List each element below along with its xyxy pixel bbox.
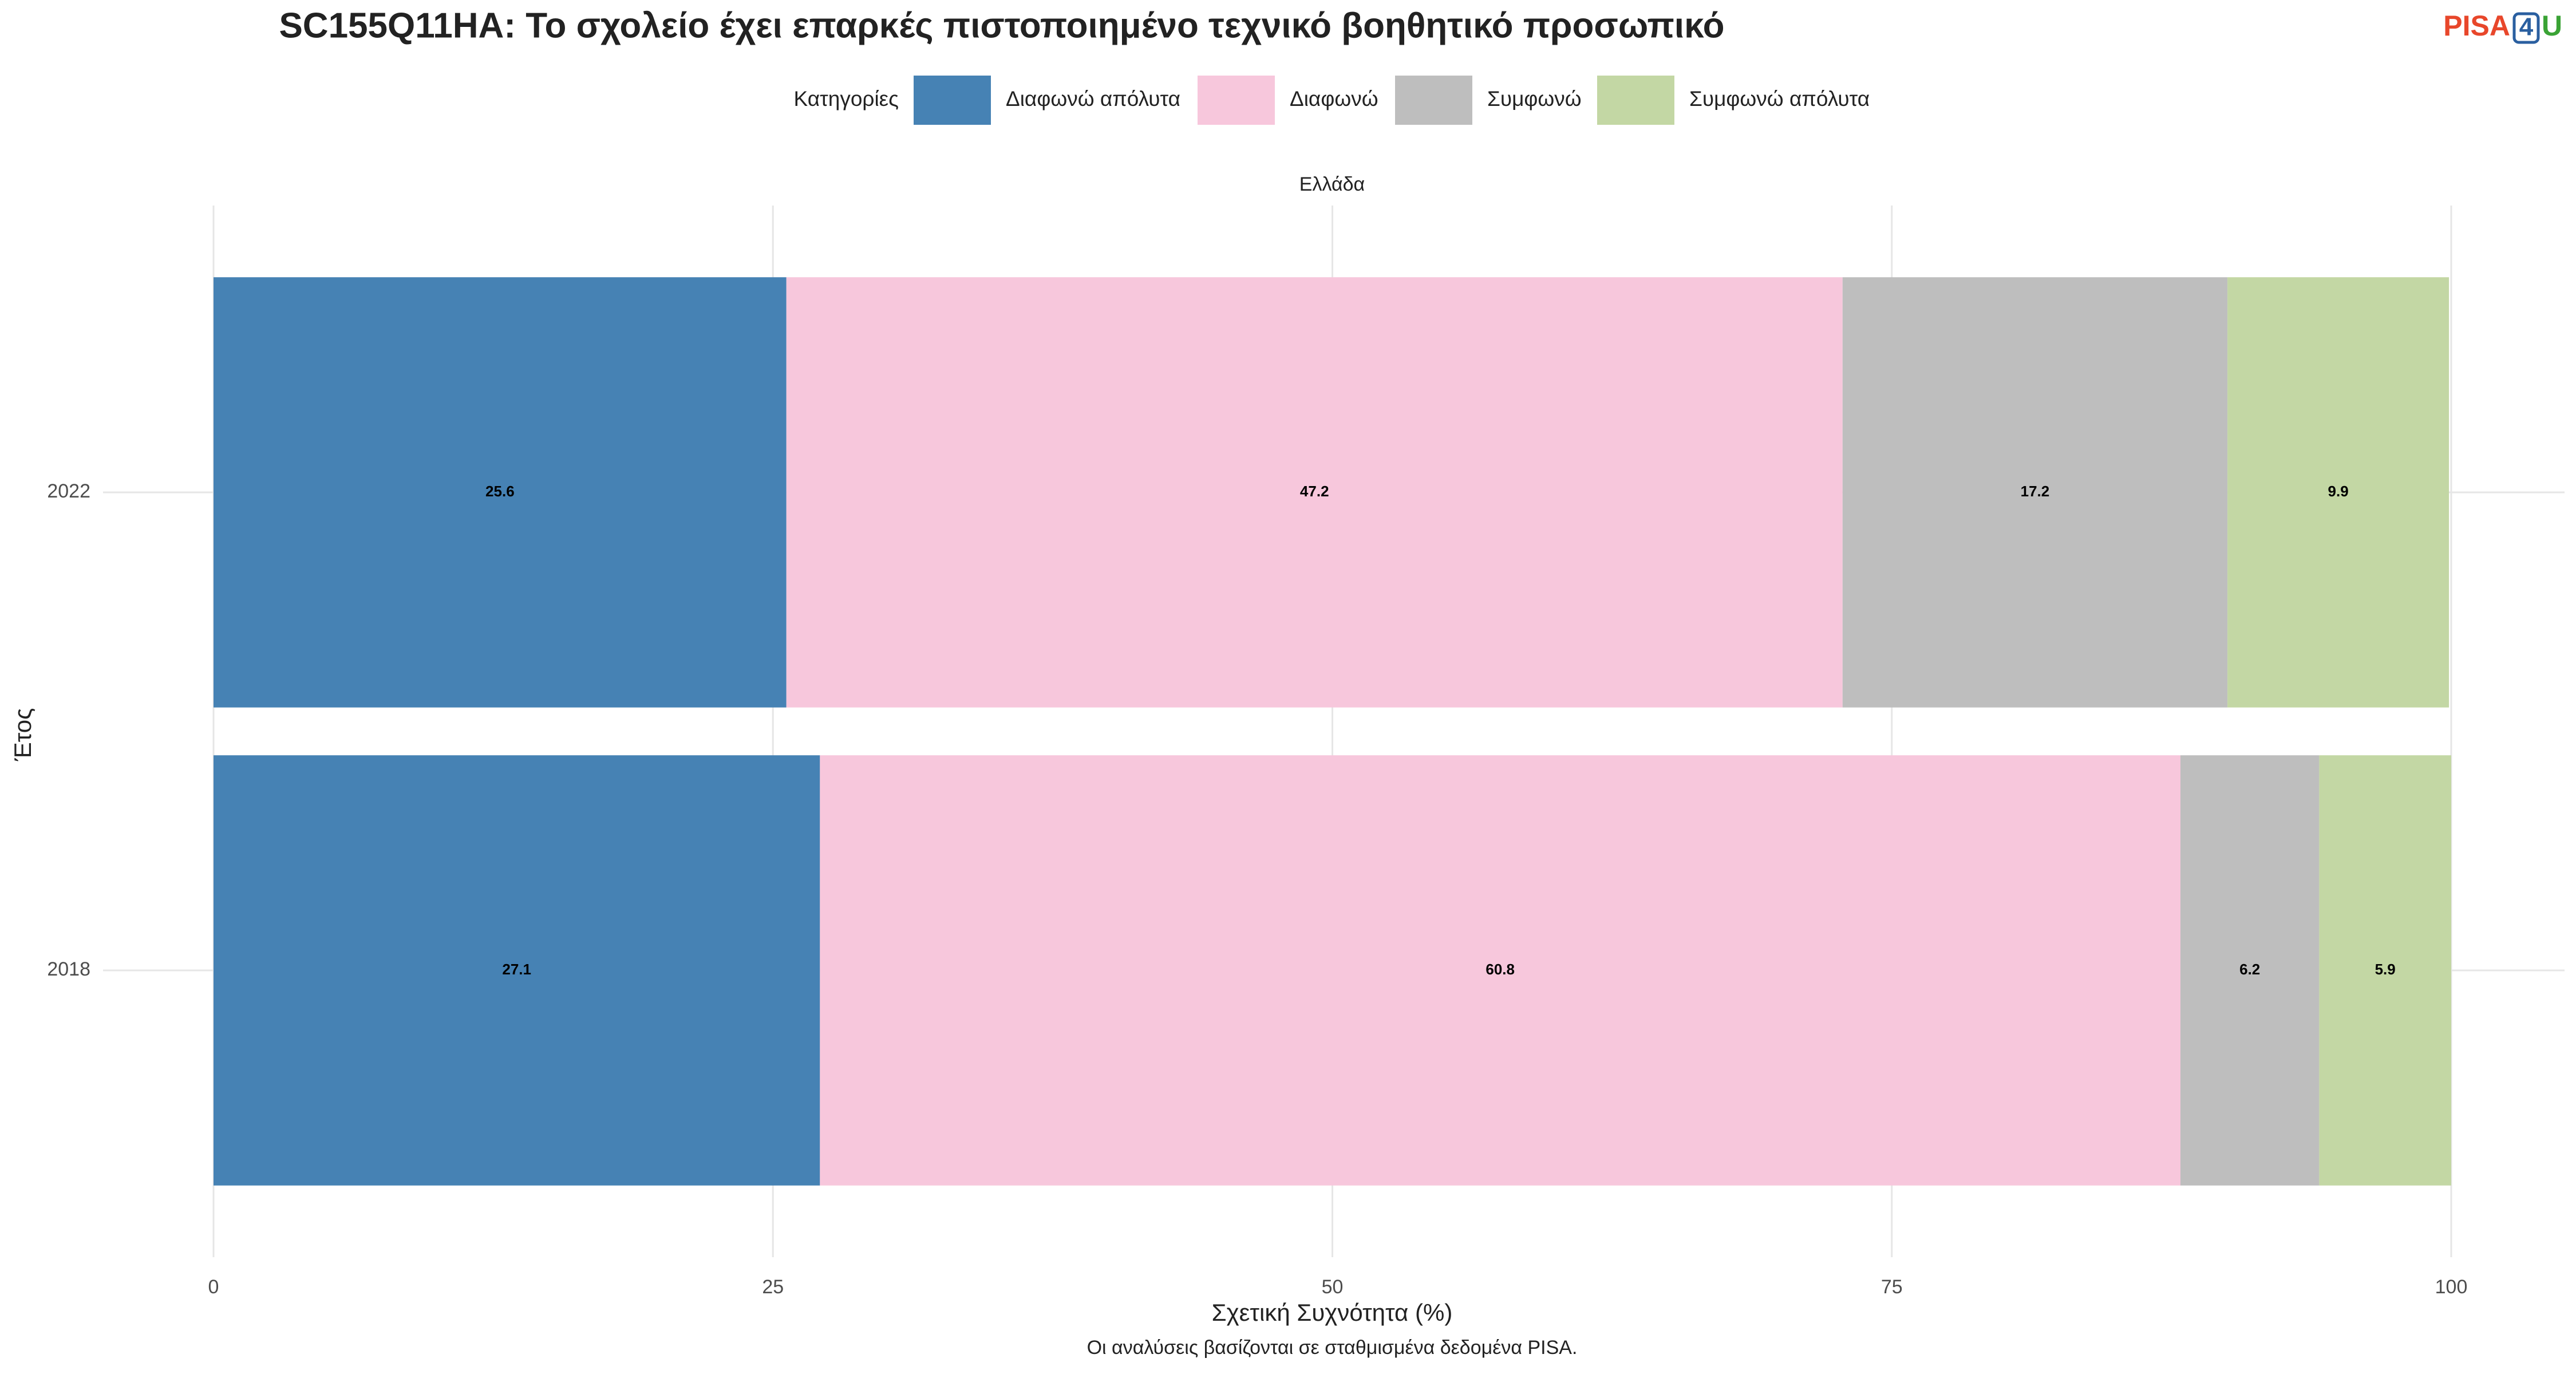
legend-swatch [914, 76, 991, 125]
facet-label: Ελλάδα [1299, 173, 1365, 195]
bar-segment [1842, 277, 2228, 708]
legend-label: Διαφωνώ απόλυτα [1006, 87, 1180, 110]
logo-box [2512, 12, 2540, 44]
caption: Οι αναλύσεις βασίζονται σε σταθμισμένα δ… [1087, 1337, 1578, 1359]
bar-segment [786, 277, 1843, 708]
legend-swatch [1198, 76, 1275, 125]
bar-segment [2227, 277, 2449, 708]
data-label: 5.9 [2375, 961, 2396, 978]
logo-text: PISA [2443, 10, 2510, 42]
data-label: 17.2 [2021, 483, 2050, 500]
logo-text: 4 [2519, 13, 2534, 41]
legend-label: Διαφωνώ [1290, 87, 1378, 110]
x-tick-label: 25 [762, 1276, 784, 1298]
y-tick-label: 2018 [47, 958, 90, 980]
x-tick-label: 0 [208, 1276, 219, 1298]
legend-label: Συμφωνώ απόλυτα [1689, 87, 1870, 110]
legend-swatch [1597, 76, 1674, 125]
y-axis-title: Έτος [9, 708, 36, 762]
data-label: 47.2 [1300, 483, 1329, 500]
bar-segment [214, 755, 820, 1186]
bar-segment [820, 755, 2181, 1186]
data-label: 25.6 [485, 483, 515, 500]
chart-title: SC155Q11HA: Το σχολείο έχει επαρκές πιστ… [279, 6, 1724, 45]
x-tick-label: 75 [1881, 1276, 1903, 1298]
data-label: 27.1 [502, 961, 531, 978]
x-tick-label: 100 [2435, 1276, 2468, 1298]
x-tick-label: 50 [1322, 1276, 1344, 1298]
x-axis-title: Σχετική Συχνότητα (%) [1212, 1299, 1453, 1326]
logo-text: U [2542, 10, 2562, 42]
bar-segment [214, 277, 787, 708]
legend-label: Συμφωνώ [1487, 87, 1582, 110]
bar-segment [2319, 755, 2451, 1186]
data-label: 6.2 [2239, 961, 2260, 978]
legend-title: Κατηγορίες [794, 87, 899, 110]
y-tick-label: 2022 [47, 480, 90, 502]
data-label: 60.8 [1485, 961, 1515, 978]
legend-swatch [1395, 76, 1472, 125]
data-label: 9.9 [2328, 483, 2349, 500]
bar-segment [2180, 755, 2320, 1186]
